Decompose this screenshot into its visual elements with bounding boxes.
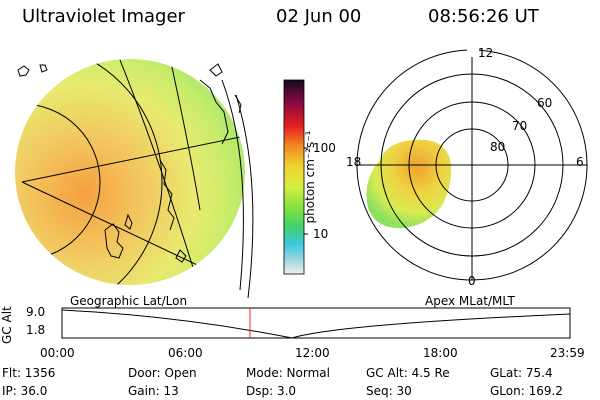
mlat-label-80: 80	[490, 140, 506, 154]
sequence-value: Seq: 30	[366, 384, 412, 398]
geo-lat-circle-outer	[15, 59, 163, 285]
altitude-timeline	[61, 307, 571, 339]
colorbar-unit-label: photon cm⁻²s⁻¹	[303, 130, 317, 224]
x-tick-0: 00:00	[40, 346, 75, 360]
y-tick-top: 9.0	[26, 305, 46, 319]
instrument-title: Ultraviolet Imager	[22, 6, 185, 27]
dsp-value: Dsp: 3.0	[246, 384, 297, 398]
colorbar-tick-100: 100	[313, 141, 336, 155]
gc-alt-axis-label: GC Alt	[0, 306, 14, 344]
mlt-label-18: 18	[346, 155, 362, 169]
mode-status: Mode: Normal	[246, 366, 330, 380]
geo-disk	[15, 59, 245, 285]
mlat-label-70: 70	[512, 119, 528, 133]
x-tick-2: 12:00	[295, 346, 330, 360]
x-tick-3: 18:00	[423, 346, 458, 360]
coastline-outlines	[17, 63, 242, 263]
ip-value: IP: 36.0	[2, 384, 48, 398]
geographic-latitude: GLat: 75.4	[490, 366, 553, 380]
geo-meridian	[21, 134, 245, 183]
flight-number: Flt: 1356	[2, 366, 56, 380]
color-bar	[283, 79, 308, 275]
mlt-label-6: 6	[576, 155, 584, 169]
geographic-longitude: GLon: 169.2	[490, 384, 563, 398]
mlt-label-12: 12	[478, 46, 494, 60]
x-tick-4: 23:59	[550, 346, 585, 360]
geo-meridian	[119, 59, 201, 285]
geographic-label: Geographic Lat/Lon	[70, 294, 188, 308]
mlt-label-0: 0	[468, 274, 476, 288]
gc-altitude: GC Alt: 4.5 Re	[366, 366, 450, 380]
apex-label: Apex MLat/MLT	[425, 294, 515, 308]
door-status: Door: Open	[128, 366, 197, 380]
time-label: 08:56:26 UT	[428, 6, 539, 27]
polar-aurora-oval	[366, 139, 452, 229]
geographic-aurora-image	[15, 59, 254, 298]
x-tick-1: 06:00	[168, 346, 203, 360]
mlat-label-60: 60	[537, 96, 553, 110]
date-label: 02 Jun 00	[276, 6, 362, 27]
y-tick-bottom: 1.8	[26, 323, 46, 337]
polar-mlat-mlt-plot	[356, 45, 588, 281]
geo-meridian	[169, 59, 201, 211]
gain-value: Gain: 13	[128, 384, 179, 398]
altitude-curve	[61, 309, 571, 339]
colorbar-tick-10: 10	[313, 227, 329, 241]
